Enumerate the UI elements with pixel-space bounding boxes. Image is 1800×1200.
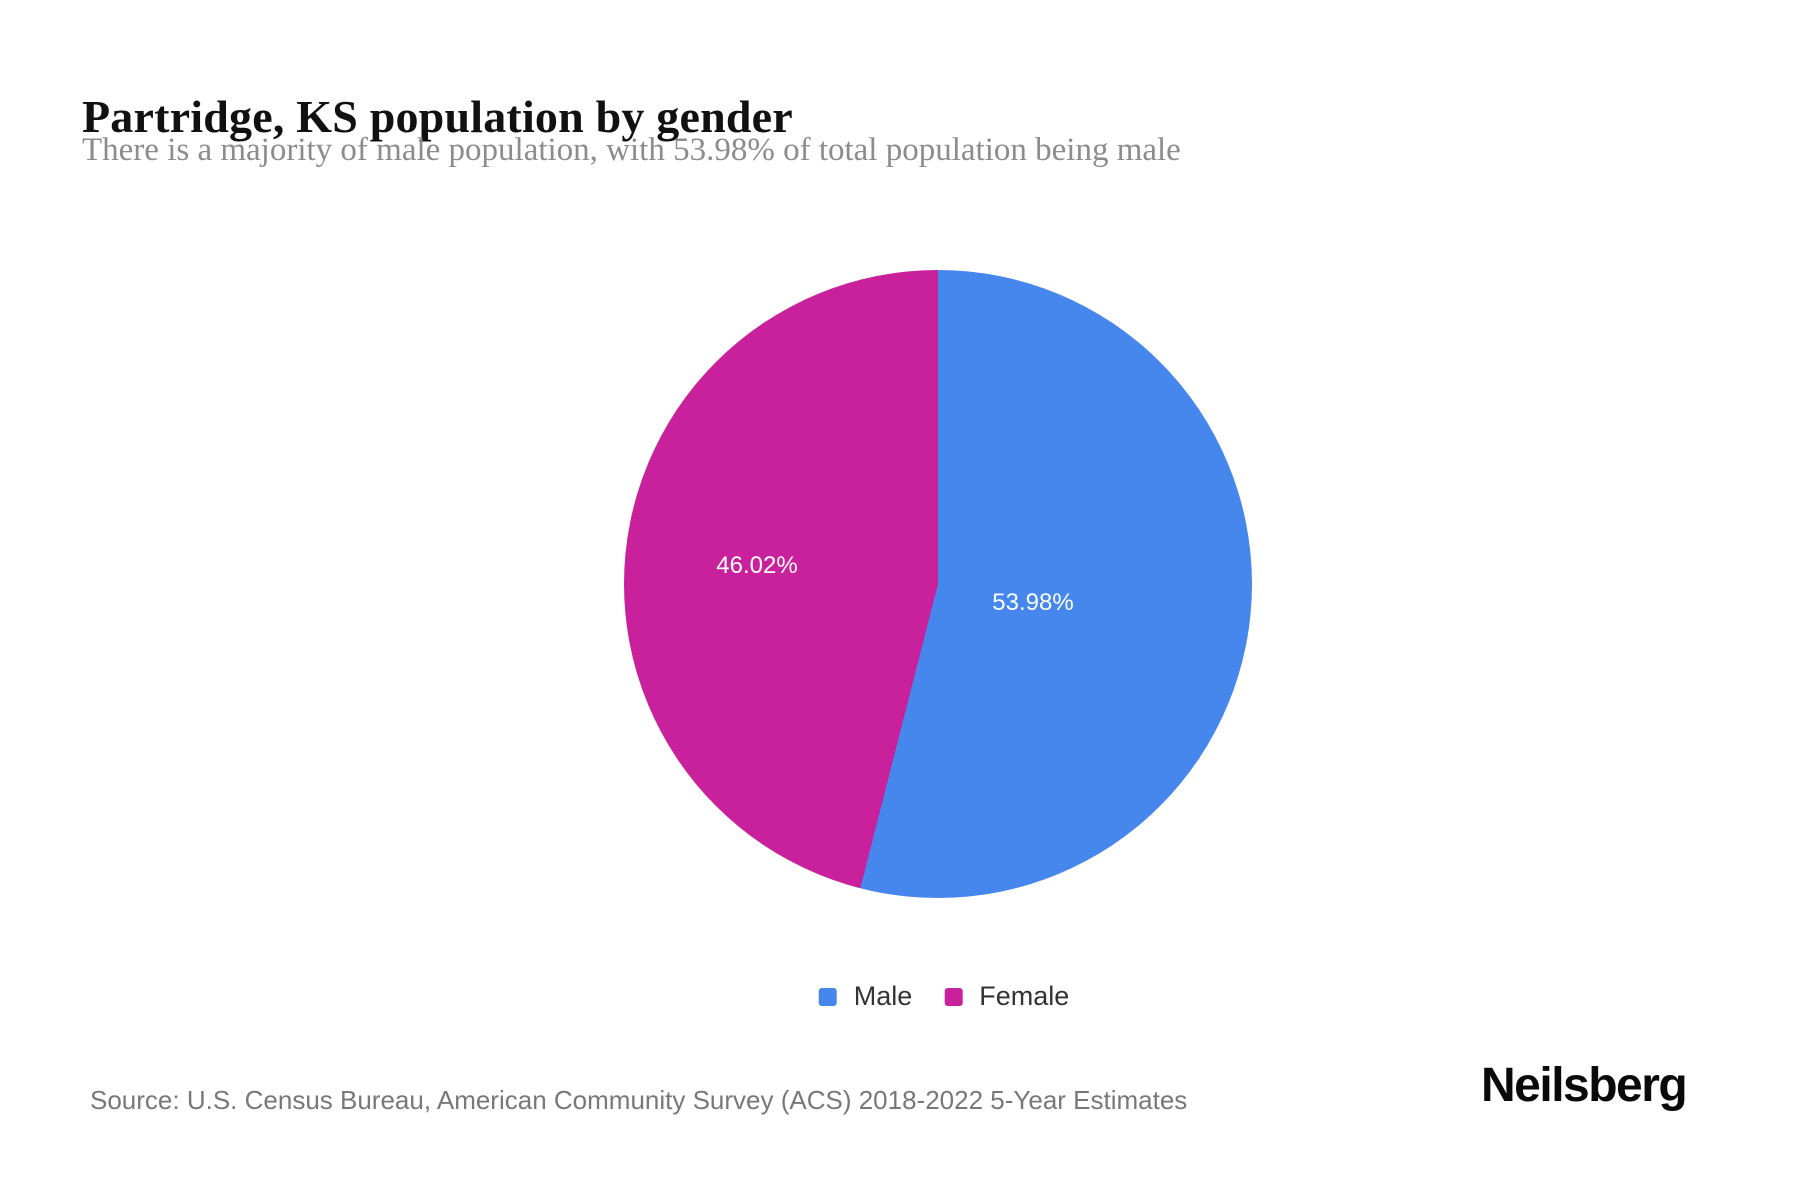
legend-item-female[interactable]: Female xyxy=(944,981,1069,1012)
brand-logo: Neilsberg xyxy=(1481,1059,1688,1112)
pie-slice-label-female: 46.02% xyxy=(716,552,798,579)
pie-slice-label-male: 53.98% xyxy=(992,589,1074,616)
female-swatch-icon xyxy=(944,987,963,1006)
page-subtitle: There is a majority of male population, … xyxy=(82,132,1181,168)
legend-item-male[interactable]: Male xyxy=(818,981,913,1012)
source-note: Source: U.S. Census Bureau, American Com… xyxy=(90,1085,1188,1115)
legend-label-female: Female xyxy=(979,981,1070,1011)
legend-label-male: Male xyxy=(853,981,913,1011)
male-swatch-icon xyxy=(818,987,837,1006)
legend: Male Female xyxy=(818,981,1069,1012)
pie-chart[interactable]: 53.98% 46.02% xyxy=(624,270,1252,898)
page-title: Partridge, KS population by gender xyxy=(82,90,793,142)
